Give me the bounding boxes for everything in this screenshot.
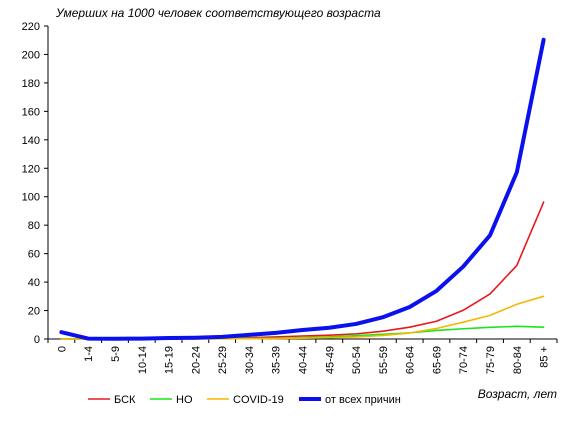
x-tick-label: 85 +	[539, 346, 551, 368]
y-tick-label: 140	[22, 135, 40, 147]
series-line-3	[59, 37, 546, 341]
x-tick-label: 0	[56, 346, 68, 352]
y-tick-label: 0	[34, 334, 40, 346]
x-tick-label: 35-39	[271, 346, 283, 374]
y-tick-label: 60	[28, 249, 40, 261]
y-tick-label: 100	[22, 192, 40, 204]
legend-label-2: COVID-19	[233, 394, 284, 406]
x-tick-label: 20-24	[190, 346, 202, 374]
x-tick-label: 45-49	[324, 346, 336, 374]
x-tick-label: 10-14	[137, 346, 149, 374]
x-tick-label: 25-29	[217, 346, 229, 374]
legend-label-1: НО	[176, 394, 193, 406]
x-axis: 0 1-4 5-9 10-14 15-19 20-24 25-29 30-34 35-39 40-…	[47, 338, 558, 374]
y-tick-label: 80	[28, 220, 40, 232]
x-tick-label: 15-19	[164, 346, 176, 374]
y-tick-label: 120	[22, 163, 40, 175]
x-tick-label: 40-44	[298, 346, 310, 374]
plot-area	[59, 37, 546, 341]
legend: БСК НО COVID-19 от всех причин	[88, 394, 401, 406]
x-tick-label: 30-34	[244, 346, 256, 374]
x-tick-label: 5-9	[110, 346, 122, 362]
chart-y-caption: Умерших на 1000 человек соответствующего…	[55, 6, 381, 20]
x-tick-label: 1-4	[83, 346, 95, 362]
x-tick-label: 55-59	[378, 346, 390, 374]
y-tick-label: 220	[22, 21, 40, 33]
x-tick-label: 75-79	[485, 346, 497, 374]
x-axis-caption: Возраст, лет	[478, 387, 557, 401]
legend-label-3: от всех причин	[325, 394, 401, 406]
series-line-2	[60, 295, 545, 340]
legend-label-0: БСК	[114, 394, 136, 406]
x-tick-label: 70-74	[458, 346, 470, 374]
x-tick-label: 60-64	[405, 346, 417, 374]
x-tick-label: 80-84	[512, 346, 524, 374]
y-tick-label: 160	[22, 106, 40, 118]
y-tick-label: 200	[22, 49, 40, 61]
x-tick-label: 65-69	[431, 346, 443, 374]
y-tick-label: 20	[28, 306, 40, 318]
y-tick-label: 180	[22, 78, 40, 90]
y-tick-label: 40	[28, 277, 40, 289]
series-line-0	[60, 201, 545, 340]
y-axis: 0 20 40 60 80 100 120 140 160 180 200 220	[22, 21, 49, 346]
x-tick-label: 50-54	[351, 346, 363, 374]
